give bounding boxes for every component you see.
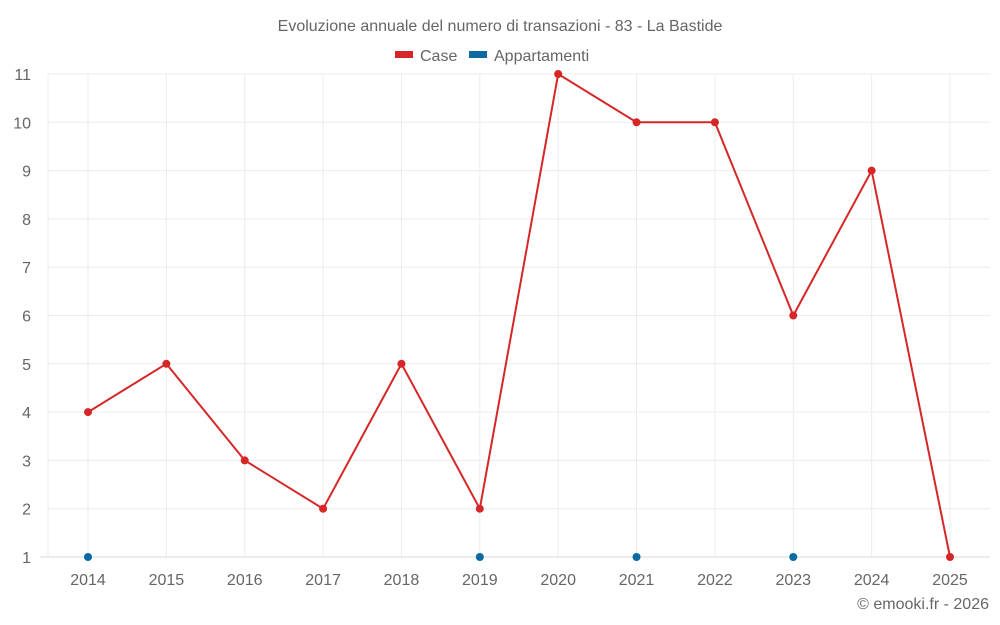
- y-tick-label: 4: [22, 405, 31, 422]
- credit-text: © emooki.fr - 2026: [857, 596, 989, 613]
- y-tick-label: 6: [22, 309, 31, 326]
- y-axis: 1 2 3 4 5 6 7 8 9 10 11: [13, 67, 31, 567]
- grid: [47, 73, 990, 557]
- x-tick-label: 2019: [462, 572, 498, 589]
- data-point[interactable]: [84, 408, 92, 417]
- x-tick-label: 2016: [227, 572, 263, 589]
- data-point[interactable]: [84, 553, 92, 561]
- y-tick-label: 10: [13, 115, 31, 132]
- x-tick-label: 2025: [932, 572, 968, 589]
- data-point[interactable]: [632, 553, 641, 561]
- x-tick-label: 2014: [70, 572, 106, 589]
- data-point[interactable]: [475, 553, 484, 561]
- y-tick-label: 8: [22, 212, 31, 229]
- x-tick-label: 2017: [305, 572, 341, 589]
- legend-label: Appartamenti: [494, 48, 589, 65]
- y-tick-label: 5: [22, 357, 31, 374]
- data-point[interactable]: [554, 70, 563, 78]
- x-tick-label: 2023: [775, 572, 811, 589]
- series-line: [87, 72, 951, 558]
- legend-swatch-icon: [469, 51, 487, 58]
- y-tick-label: 1: [22, 550, 31, 567]
- data-point[interactable]: [475, 504, 484, 513]
- data-point[interactable]: [946, 553, 954, 561]
- y-tick-label: 3: [22, 453, 31, 470]
- y-tick-label: 2: [22, 502, 31, 519]
- data-point[interactable]: [319, 504, 328, 513]
- series-appartamenti: [84, 553, 798, 561]
- data-point[interactable]: [789, 311, 798, 320]
- data-point[interactable]: [240, 456, 249, 465]
- x-tick-label: 2015: [149, 572, 185, 589]
- data-point[interactable]: [867, 166, 876, 175]
- data-point[interactable]: [789, 553, 798, 561]
- data-point[interactable]: [162, 359, 171, 368]
- series-case: [84, 70, 954, 561]
- legend-swatch-icon: [395, 51, 413, 58]
- y-tick-label: 7: [22, 260, 31, 277]
- y-tick-label: 11: [14, 67, 31, 84]
- x-tick-label: 2018: [384, 572, 420, 589]
- data-point[interactable]: [397, 359, 406, 368]
- x-tick-label: 2024: [854, 572, 890, 589]
- data-point[interactable]: [632, 118, 641, 127]
- legend-item-appartamenti[interactable]: Appartamenti: [469, 48, 589, 65]
- x-tick-label: 2022: [697, 572, 733, 589]
- chart-title: Evoluzione annuale del numero di transaz…: [278, 18, 723, 35]
- y-tick-label: 9: [22, 164, 31, 181]
- data-point[interactable]: [710, 118, 719, 127]
- x-tick-label: 2020: [540, 572, 576, 589]
- legend-label: Case: [420, 48, 457, 65]
- x-tick-label: 2021: [619, 572, 655, 589]
- legend-item-case[interactable]: Case: [395, 48, 457, 65]
- x-axis: 2014 2015 2016 2017 2018 2019 2020 2021 2022 2023…: [70, 572, 968, 589]
- legend: Case Appartamenti: [395, 48, 589, 65]
